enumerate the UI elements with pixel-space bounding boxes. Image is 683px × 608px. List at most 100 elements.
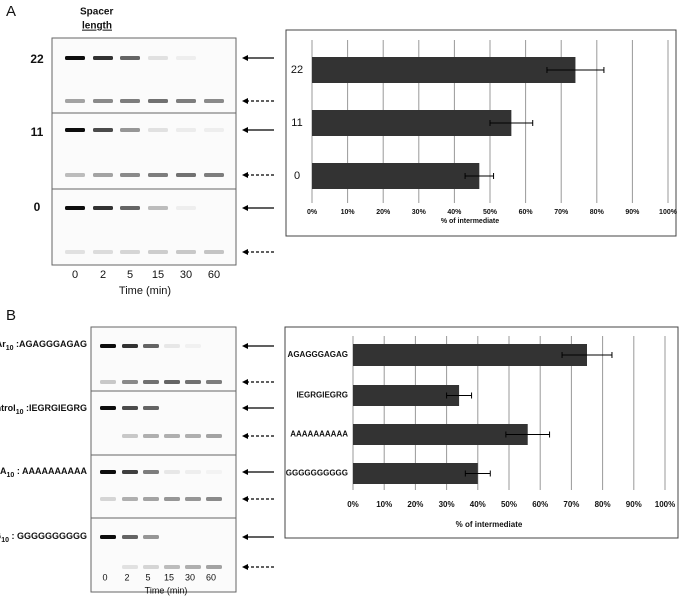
gel-band — [122, 380, 138, 384]
arrow-head — [242, 379, 248, 385]
panel-label: A — [6, 3, 16, 20]
gel-header: Spacer — [80, 7, 113, 18]
gel-band — [65, 206, 85, 210]
error-bar — [464, 470, 491, 477]
gel-band — [122, 565, 138, 569]
x-tick-label: 80% — [595, 500, 611, 509]
gel-band — [204, 250, 224, 254]
arrow-head — [242, 496, 248, 502]
gel-band — [164, 497, 180, 501]
time-tick-label: 30 — [185, 572, 195, 582]
category-label: GGGGGGGGGG — [286, 469, 348, 478]
arrow-head — [242, 564, 248, 570]
category-label: IEGRGIEGRG — [296, 391, 348, 400]
category-label: AAAAAAAAAA — [290, 430, 348, 439]
gel-band — [122, 470, 138, 474]
gel-band — [65, 56, 85, 60]
gel-band — [100, 470, 116, 474]
gel-band — [122, 344, 138, 348]
time-tick-label: 0 — [102, 572, 107, 582]
lane-name: A — [0, 466, 7, 476]
lane-sequence: : AAAAAAAAAA — [14, 466, 87, 476]
error-bar — [446, 392, 473, 399]
gel-band — [143, 497, 159, 501]
x-tick-label: 90% — [625, 209, 640, 216]
bar — [312, 163, 480, 189]
gel-band — [93, 99, 113, 103]
arrow-head — [242, 433, 248, 439]
x-tick-label: 100% — [659, 209, 678, 216]
category-label: 22 — [291, 64, 303, 76]
gel-band — [204, 173, 224, 177]
gel-band — [176, 206, 196, 210]
gel-band — [143, 434, 159, 438]
gel-band — [164, 344, 180, 348]
x-tick-label: 100% — [655, 500, 675, 509]
gel-band — [176, 250, 196, 254]
gel-band — [185, 344, 201, 348]
gel-band — [176, 128, 196, 132]
bar — [312, 57, 576, 83]
gel-band — [65, 99, 85, 103]
category-label: 11 — [291, 117, 302, 129]
gel-band — [93, 56, 113, 60]
arrow-head — [242, 172, 248, 178]
gel-band — [143, 344, 159, 348]
gel-band — [206, 380, 222, 384]
gel-band — [122, 497, 138, 501]
gel-band — [206, 434, 222, 438]
arrow-head — [242, 343, 248, 349]
gel-band — [100, 380, 116, 384]
gel-band — [204, 99, 224, 103]
x-tick-label: 50% — [483, 209, 498, 216]
gel-band — [148, 206, 168, 210]
gel-band — [148, 173, 168, 177]
gel-band — [185, 434, 201, 438]
lane-name: Control — [0, 403, 16, 413]
gel-band — [148, 99, 168, 103]
lane-sequence: :IEGRGIEGRG — [23, 403, 87, 413]
x-tick-label: 60% — [519, 209, 534, 216]
gel-band — [164, 380, 180, 384]
gel-band — [65, 173, 85, 177]
x-tick-label: 90% — [626, 500, 642, 509]
arrow-head — [242, 534, 248, 540]
time-tick-label: 2 — [100, 269, 106, 281]
x-tick-label: 10% — [341, 209, 356, 216]
lane-label: G10 : GGGGGGGGGG — [0, 531, 87, 543]
x-tick-label: 40% — [470, 500, 486, 509]
arrow-head — [242, 205, 248, 211]
gel-band — [100, 497, 116, 501]
x-tick-label: 0% — [307, 209, 318, 216]
arrow-head — [242, 405, 248, 411]
gel-band — [185, 565, 201, 569]
error-bar — [464, 173, 495, 179]
lane-sequence: : GGGGGGGGGG — [9, 531, 87, 541]
gel-band — [120, 56, 140, 60]
gel-band — [185, 470, 201, 474]
arrow-head — [242, 55, 248, 61]
gel-band — [100, 344, 116, 348]
error-bar — [546, 67, 605, 73]
error-bar — [505, 431, 551, 438]
lane-subscript: 10 — [6, 345, 14, 352]
category-label: AGAGGGAGAG — [288, 350, 348, 359]
lane-label: A10 : AAAAAAAAAA — [0, 466, 87, 478]
x-axis-label: % of intermediate — [456, 520, 523, 529]
gel-band — [93, 206, 113, 210]
gel-band — [120, 173, 140, 177]
gel-band — [120, 99, 140, 103]
gel-band — [176, 56, 196, 60]
gel-band — [148, 250, 168, 254]
gel-band — [122, 434, 138, 438]
gel-band — [164, 470, 180, 474]
x-tick-label: 10% — [376, 500, 392, 509]
gel-band — [120, 206, 140, 210]
arrow-head — [242, 469, 248, 475]
bar — [353, 344, 587, 366]
x-tick-label: 20% — [407, 500, 423, 509]
lane-subscript: 10 — [7, 472, 15, 479]
gel-band — [143, 565, 159, 569]
x-tick-label: 70% — [554, 209, 569, 216]
